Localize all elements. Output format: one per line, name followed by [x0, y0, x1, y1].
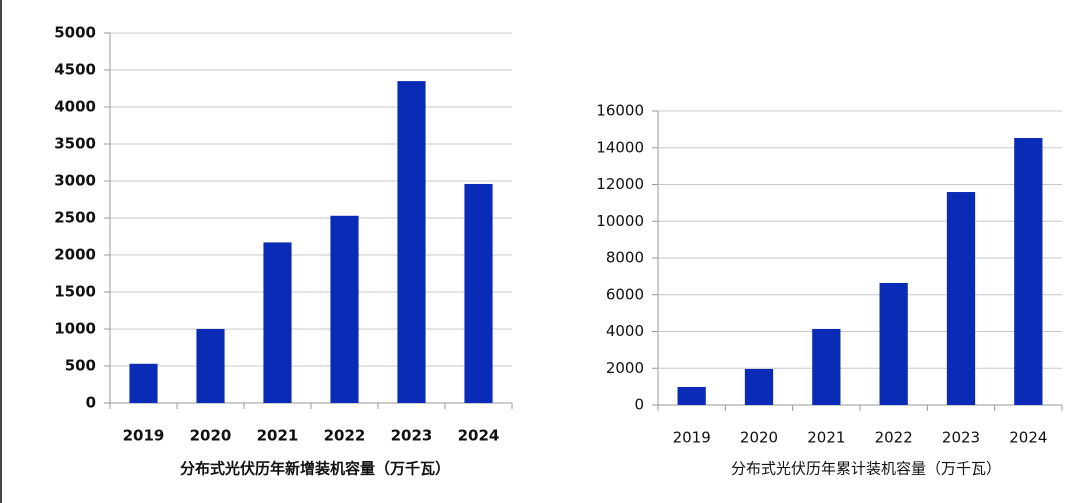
x-tick-label: 2022	[875, 429, 913, 447]
x-axis-title: 分布式光伏历年新增装机容量（万千瓦）	[180, 460, 450, 478]
x-tick-label: 2020	[190, 427, 232, 445]
bar	[744, 368, 774, 405]
x-tick-label: 2022	[324, 427, 366, 445]
x-tick-label: 2020	[740, 429, 778, 447]
y-tick-label: 4500	[54, 61, 96, 79]
x-tick-label: 2021	[807, 429, 845, 447]
y-tick-label: 0	[86, 394, 96, 412]
x-axis-title: 分布式光伏历年累计装机容量（万千瓦）	[731, 460, 1001, 478]
bar	[263, 242, 292, 403]
x-tick-label: 2024	[458, 427, 500, 445]
y-tick-label: 14000	[596, 138, 644, 156]
y-tick-label: 10000	[596, 212, 644, 230]
bar	[397, 81, 426, 403]
y-tick-label: 2000	[606, 359, 644, 377]
bar	[196, 329, 225, 403]
x-tick-label: 2021	[257, 427, 299, 445]
bar	[330, 215, 359, 403]
y-tick-label: 5000	[54, 24, 96, 42]
y-tick-label: 1500	[54, 283, 96, 301]
bar	[677, 386, 706, 405]
y-tick-label: 2000	[54, 246, 96, 264]
bar	[812, 328, 841, 405]
y-tick-label: 0	[634, 396, 644, 414]
y-tick-label: 6000	[606, 285, 644, 303]
bar	[464, 183, 493, 403]
x-tick-label: 2019	[673, 429, 711, 447]
bar	[946, 192, 976, 405]
x-tick-label: 2023	[942, 429, 980, 447]
x-tick-label: 2024	[1009, 429, 1047, 447]
bar	[129, 363, 158, 403]
y-tick-label: 12000	[596, 175, 644, 193]
y-tick-label: 3500	[54, 135, 96, 153]
y-tick-label: 8000	[606, 249, 644, 267]
y-tick-label: 500	[65, 357, 96, 375]
x-tick-label: 2023	[391, 427, 433, 445]
y-tick-label: 2500	[54, 209, 96, 227]
y-tick-label: 16000	[596, 102, 644, 120]
bar	[1014, 138, 1043, 406]
y-tick-label: 3000	[54, 172, 96, 190]
y-tick-label: 1000	[54, 320, 96, 338]
y-tick-label: 4000	[606, 322, 644, 340]
y-tick-label: 4000	[54, 98, 96, 116]
x-tick-label: 2019	[123, 427, 165, 445]
bar	[879, 282, 908, 405]
